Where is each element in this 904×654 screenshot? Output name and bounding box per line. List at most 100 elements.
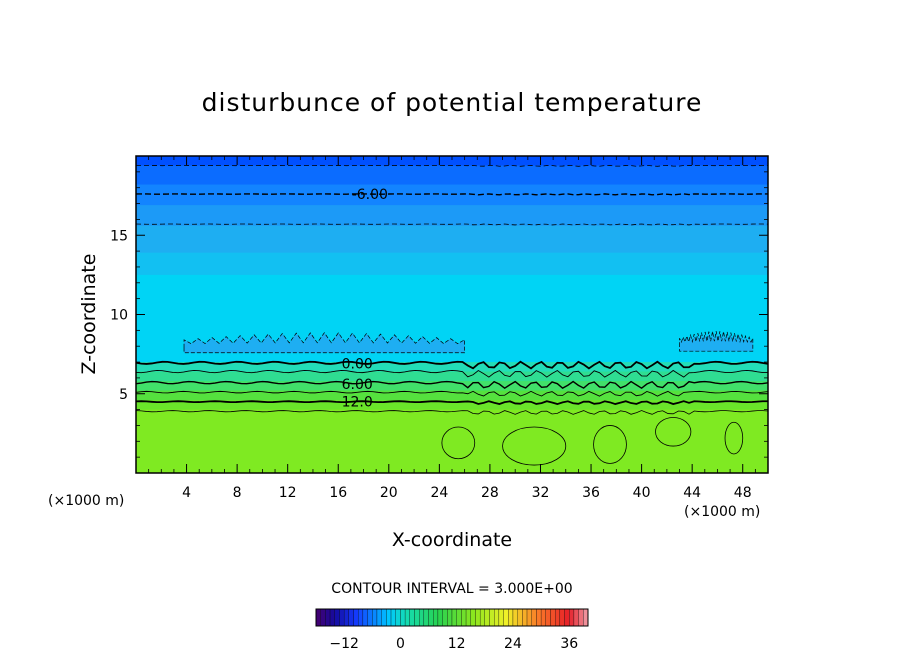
colorbar-segment (325, 608, 331, 627)
colorbar-tick-label: 24 (504, 636, 522, 652)
contour-line-4 (136, 369, 768, 378)
closed-contour-4 (724, 421, 744, 455)
colorbar-segment (353, 608, 359, 627)
colorbar-segment (470, 608, 476, 627)
colorbar-tick-label: 0 (396, 636, 405, 652)
cold-patches (183, 331, 754, 354)
colorbar-segment (381, 608, 387, 627)
contour-label: 6.00 (342, 377, 373, 393)
closed-contour-0 (441, 426, 476, 460)
y-axis-label: Z-coordinate (78, 254, 100, 375)
x-tick-label: 12 (279, 485, 297, 501)
colorbar-segment (451, 608, 457, 627)
field-band-4 (136, 225, 768, 254)
x-tick-label: 40 (633, 485, 651, 501)
colorbar-segment (329, 608, 335, 627)
contour-line-6 (136, 390, 768, 397)
y-tick-label: 15 (110, 228, 128, 244)
closed-contour-1 (502, 426, 567, 466)
x-tick-label: 16 (329, 485, 347, 501)
colorbar-segment (545, 608, 551, 627)
contour-line-0 (136, 164, 768, 167)
colorbar-segment (395, 608, 401, 627)
y-ticks: 5 10 15 (110, 171, 768, 458)
colorbar-tick-label: 36 (560, 636, 578, 652)
colorbar-segment (517, 608, 523, 627)
colorbar-segment (437, 608, 443, 627)
chart-title: disturbunce of potential temperature (202, 88, 703, 117)
closed-contour-2 (593, 425, 627, 464)
field-band-3 (136, 205, 768, 227)
colorbar-segment (522, 608, 528, 627)
colorbar-segment (414, 608, 420, 627)
x-tick-label: 32 (532, 485, 550, 501)
x-tick-label: 20 (380, 485, 398, 501)
contour-label: 0.00 (342, 357, 373, 373)
colorbar-segment (362, 608, 368, 627)
colorbar-segment (526, 608, 532, 627)
colorbar-segment (339, 608, 345, 627)
colorbar-segment (475, 608, 481, 627)
x-tick-label: 4 (182, 485, 191, 501)
contour-label: -6.00 (352, 187, 388, 203)
field-band-0 (136, 156, 768, 167)
colorbar-frame (315, 608, 589, 627)
cold-patch-1 (679, 331, 754, 352)
colorbar-segment (536, 608, 542, 627)
colorbar-segment (372, 608, 378, 627)
x-tick-label: 48 (734, 485, 752, 501)
colorbar-segment (489, 608, 495, 627)
colorbar-segment (390, 608, 396, 627)
colorbar-segment (409, 608, 415, 627)
contour-line-5 (136, 380, 768, 390)
colorbar-segment (559, 608, 565, 627)
colorbar-segment (419, 608, 425, 627)
contour-line-8 (136, 410, 768, 415)
x-unit-left: (×1000 m) (48, 493, 124, 509)
field-band-10 (136, 390, 768, 401)
field-band-8 (136, 371, 768, 382)
contour-line-2 (136, 223, 768, 226)
field-bands (136, 156, 768, 473)
colorbar-segment (358, 608, 364, 627)
closed-contour-3 (655, 417, 692, 447)
colorbar-segment (583, 608, 589, 627)
colorbar-tick-label: 12 (448, 636, 466, 652)
colorbar-segment (573, 608, 579, 627)
y-tick-label: 5 (119, 387, 128, 403)
colorbar (315, 608, 589, 627)
colorbar-segment (512, 608, 518, 627)
colorbar-segment (404, 608, 410, 627)
colorbar-segment (320, 608, 326, 627)
contour-label: 12.0 (342, 395, 373, 411)
colorbar-segment (578, 608, 584, 627)
colorbar-segment (479, 608, 485, 627)
field-band-11 (136, 400, 768, 411)
contour-line-3 (136, 360, 768, 370)
colorbar-segment (386, 608, 392, 627)
contour-interval-text: CONTOUR INTERVAL = 3.000E+00 (331, 581, 572, 597)
cold-patch-0 (183, 332, 465, 354)
colorbar-segment (484, 608, 490, 627)
colorbar-segment (508, 608, 514, 627)
colorbar-segment (442, 608, 448, 627)
x-tick-label: 28 (481, 485, 499, 501)
colorbar-segment (433, 608, 439, 627)
colorbar-segment (343, 608, 349, 627)
colorbar-segment (456, 608, 462, 627)
field-band-1 (136, 165, 768, 186)
colorbar-segment (428, 608, 434, 627)
field-band-5 (136, 252, 768, 276)
colorbar-ticks: −12 0 12 24 36 (329, 636, 578, 652)
colorbar-segment (569, 608, 575, 627)
colorbar-segment (550, 608, 556, 627)
x-tick-label: 44 (683, 485, 701, 501)
colorbar-segment (465, 608, 471, 627)
colorbar-segment (447, 608, 453, 627)
x-tick-label: 24 (430, 485, 448, 501)
field-band-12 (136, 409, 768, 473)
colorbar-segment (461, 608, 467, 627)
contour-line-7 (136, 400, 768, 405)
field-band-9 (136, 381, 768, 392)
